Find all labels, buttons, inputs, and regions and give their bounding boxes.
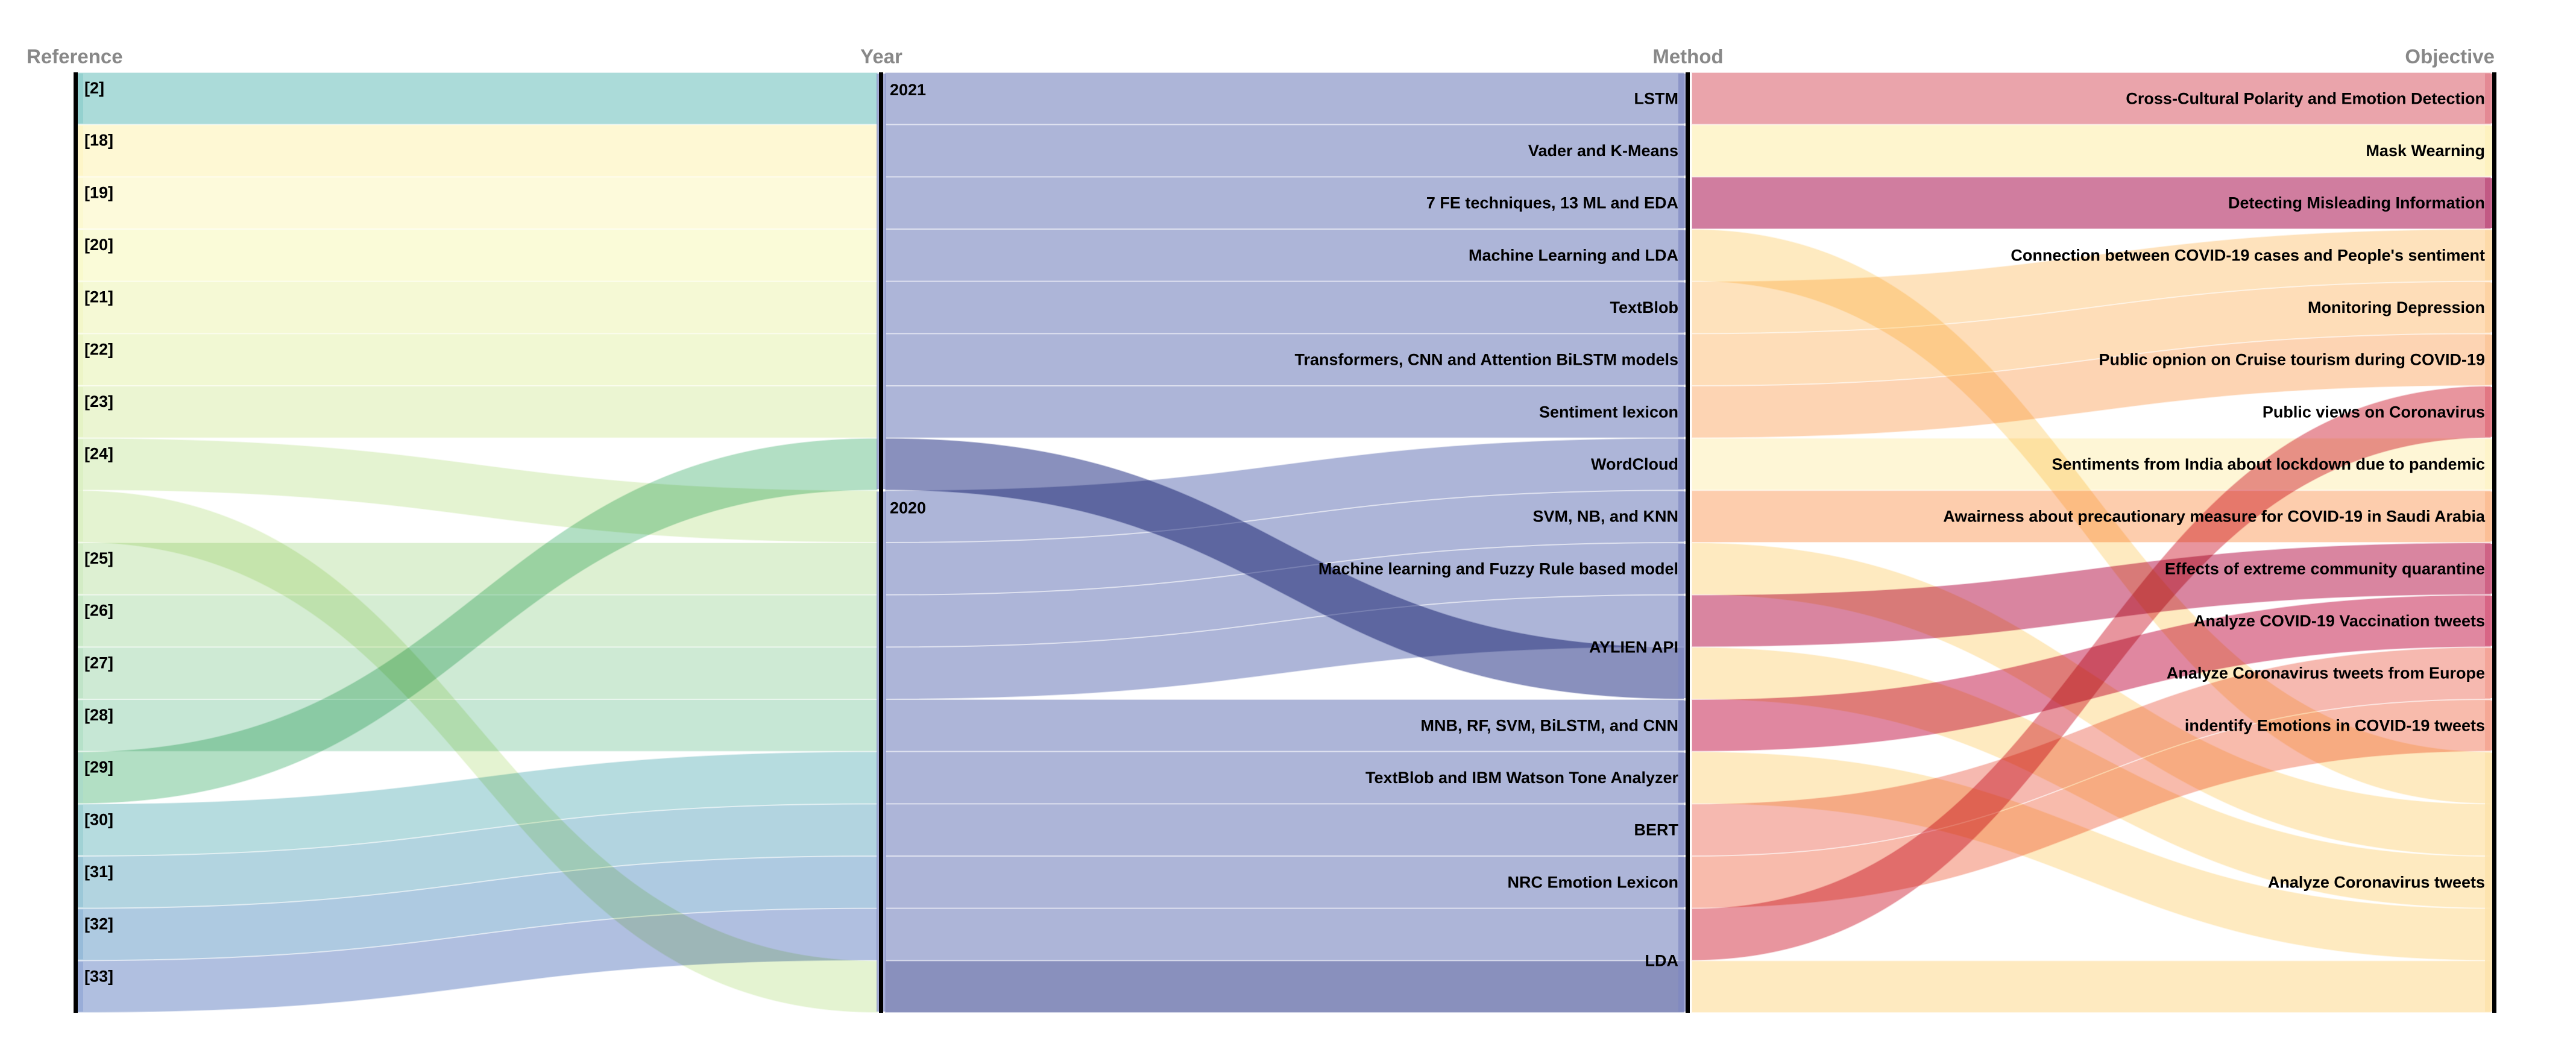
method-label-13: BERT bbox=[1634, 821, 1679, 839]
reference-axis-title: Reference bbox=[27, 45, 123, 68]
ribbon-reference-year-6 bbox=[77, 385, 878, 439]
objective-label-1: Mask Wearning bbox=[2366, 142, 2485, 160]
ribbon-year-method-0 bbox=[884, 71, 1685, 125]
objective-label-0: Cross-Cultural Polarity and Emotion Dete… bbox=[2126, 89, 2485, 107]
reference-label-15: [32] bbox=[84, 915, 113, 933]
reference-label-16: [33] bbox=[84, 967, 113, 985]
objective-label-5: Public opnion on Cruise tourism during C… bbox=[2099, 351, 2485, 369]
ribbon-year-method-17 bbox=[884, 960, 1685, 1014]
ribbons-layer bbox=[77, 71, 2492, 1014]
reference-label-3: [20] bbox=[84, 236, 113, 254]
reference-label-10: [27] bbox=[84, 653, 113, 672]
ribbon-reference-year-10 bbox=[77, 646, 878, 701]
objective-label-6: Public views on Coronavirus bbox=[2263, 403, 2485, 421]
axis-bars-layer bbox=[74, 72, 2496, 1013]
year-axis-title: Year bbox=[860, 45, 902, 68]
method-label-7: WordCloud bbox=[1591, 455, 1678, 473]
year-axis-line bbox=[879, 72, 883, 1013]
method-label-4: TextBlob bbox=[1610, 298, 1679, 316]
reference-label-6: [23] bbox=[84, 392, 113, 411]
reference-label-13: [30] bbox=[84, 810, 113, 828]
objective-axis-line bbox=[2492, 72, 2496, 1013]
objective-label-11: Analyze Coronavirus tweets from Europe bbox=[2167, 664, 2485, 682]
ribbon-method-objective-16 bbox=[1691, 385, 2492, 962]
ribbon-reference-year-1 bbox=[77, 124, 878, 178]
ribbon-reference-year-4 bbox=[77, 280, 878, 335]
reference-label-7: [24] bbox=[84, 445, 113, 463]
year-label-0: 2021 bbox=[890, 81, 926, 99]
objective-label-2: Detecting Misleading Information bbox=[2228, 194, 2485, 212]
ribbon-reference-year-0 bbox=[77, 71, 878, 125]
method-label-14: NRC Emotion Lexicon bbox=[1507, 873, 1678, 891]
ribbon-year-method-16 bbox=[884, 907, 1685, 962]
ribbon-reference-year-3 bbox=[77, 228, 878, 282]
ribbon-reference-year-2 bbox=[77, 176, 878, 230]
method-label-5: Transformers, CNN and Attention BiLSTM m… bbox=[1294, 351, 1678, 369]
ribbon-method-objective-17 bbox=[1691, 960, 2492, 1014]
objective-label-4: Monitoring Depression bbox=[2308, 298, 2485, 316]
method-label-11: MNB, RF, SVM, BiLSTM, and CNN bbox=[1421, 716, 1679, 734]
reference-label-11: [28] bbox=[84, 706, 113, 724]
reference-axis-line bbox=[74, 72, 78, 1013]
reference-label-0: [2] bbox=[84, 79, 104, 97]
reference-label-14: [31] bbox=[84, 863, 113, 881]
ribbon-year-method-4 bbox=[884, 280, 1685, 335]
ribbon-reference-year-17 bbox=[77, 490, 878, 1014]
method-label-10: AYLIEN API bbox=[1589, 638, 1678, 656]
method-axis-line bbox=[1686, 72, 1690, 1013]
reference-label-9: [26] bbox=[84, 602, 113, 620]
objective-label-7: Sentiments from India about lockdown due… bbox=[2052, 455, 2485, 473]
objective-axis-title: Objective bbox=[2405, 45, 2495, 68]
labels-layer: [2] [18] [19] [20] [21] [22] [23] [24] [25] [26] [… bbox=[84, 79, 2486, 985]
method-axis-title: Method bbox=[1652, 45, 1723, 68]
ribbon-reference-year-12 bbox=[77, 437, 878, 805]
method-label-3: Machine Learning and LDA bbox=[1469, 246, 1678, 264]
method-label-9: Machine learning and Fuzzy Rule based mo… bbox=[1318, 559, 1678, 578]
axis-headers: Reference Year Method Objective bbox=[27, 45, 2495, 68]
objective-label-9: Effects of extreme community quarantine bbox=[2165, 559, 2485, 578]
reference-label-12: [29] bbox=[84, 758, 113, 776]
objective-label-10: Analyze COVID-19 Vaccination tweets bbox=[2194, 612, 2485, 630]
method-label-6: Sentiment lexicon bbox=[1539, 403, 1678, 421]
method-label-12: TextBlob and IBM Watson Tone Analyzer bbox=[1365, 769, 1679, 787]
reference-label-5: [22] bbox=[84, 340, 113, 358]
method-label-1: Vader and K-Means bbox=[1528, 142, 1678, 160]
ribbon-year-method-12 bbox=[884, 437, 1685, 701]
year-label-1: 2020 bbox=[890, 499, 926, 517]
reference-label-8: [25] bbox=[84, 549, 113, 567]
objective-label-3: Connection between COVID-19 cases and Pe… bbox=[2011, 246, 2485, 264]
objective-label-8: Awairness about precautionary measure fo… bbox=[1943, 508, 2486, 526]
reference-label-2: [19] bbox=[84, 183, 113, 201]
ribbon-reference-year-5 bbox=[77, 333, 878, 387]
method-label-2: 7 FE techniques, 13 ML and EDA bbox=[1426, 194, 1678, 212]
objective-label-12: indentify Emotions in COVID-19 tweets bbox=[2185, 716, 2485, 734]
objective-label-13: Analyze Coronavirus tweets bbox=[2268, 873, 2485, 891]
method-label-8: SVM, NB, and KNN bbox=[1532, 508, 1678, 526]
method-label-15: LDA bbox=[1645, 951, 1679, 969]
ribbon-year-method-14 bbox=[884, 803, 1685, 857]
reference-label-4: [21] bbox=[84, 288, 113, 306]
reference-label-1: [18] bbox=[84, 131, 113, 150]
method-label-0: LSTM bbox=[1634, 89, 1679, 107]
